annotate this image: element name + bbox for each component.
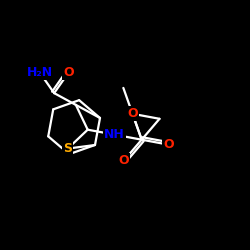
Text: NH: NH bbox=[104, 128, 125, 141]
Text: O: O bbox=[118, 154, 129, 167]
Text: O: O bbox=[63, 66, 74, 79]
Text: O: O bbox=[164, 138, 174, 151]
Text: O: O bbox=[127, 107, 138, 120]
Text: H₂N: H₂N bbox=[27, 66, 53, 79]
Text: S: S bbox=[63, 142, 72, 155]
